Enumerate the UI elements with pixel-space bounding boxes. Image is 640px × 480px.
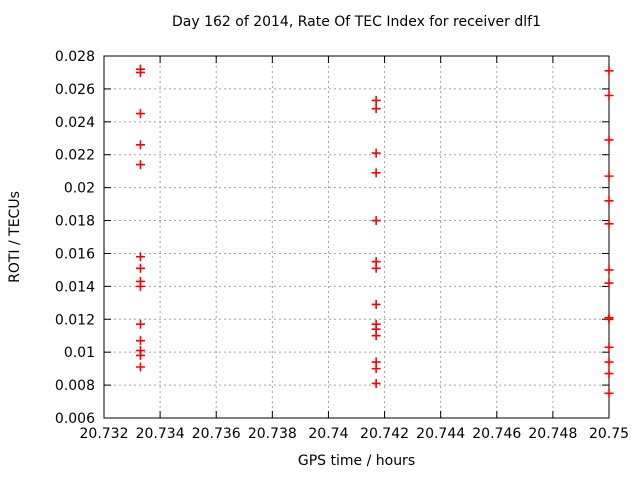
x-tick-label: 20.742 [360, 426, 409, 442]
data-point-marker [604, 314, 614, 324]
data-point-marker [604, 196, 614, 206]
y-tick-label: 0.018 [55, 214, 95, 230]
y-tick-label: 0.02 [64, 181, 95, 197]
x-tick-label: 20.748 [528, 426, 577, 442]
data-point-marker [604, 369, 614, 379]
data-point-marker [604, 66, 614, 76]
y-tick-label: 0.028 [55, 49, 95, 65]
x-tick-label: 20.75 [589, 426, 629, 442]
data-point-marker [135, 140, 145, 150]
data-point-marker [371, 104, 381, 114]
x-tick-label: 20.74 [308, 426, 348, 442]
data-point-marker [371, 95, 381, 105]
data-point-marker [604, 357, 614, 367]
data-point-marker [604, 171, 614, 181]
y-tick-label: 0.008 [55, 378, 95, 394]
y-tick-label: 0.024 [55, 115, 95, 131]
x-axis-label: GPS time / hours [297, 453, 416, 469]
data-point-marker [371, 168, 381, 178]
data-point-marker [135, 362, 145, 372]
data-point-marker [371, 148, 381, 158]
data-point-marker [371, 331, 381, 341]
data-point-marker [371, 378, 381, 388]
y-tick-label: 0.006 [55, 411, 95, 427]
y-tick-label: 0.026 [55, 82, 95, 98]
data-point-marker [371, 364, 381, 374]
data-point-marker [371, 299, 381, 309]
y-tick-label: 0.01 [64, 345, 95, 361]
data-point-marker [135, 336, 145, 346]
data-point-marker [135, 252, 145, 262]
x-tick-label: 20.746 [472, 426, 521, 442]
data-point-marker [135, 281, 145, 291]
y-tick-label: 0.012 [55, 312, 95, 328]
data-point-marker [135, 350, 145, 360]
x-tick-label: 20.738 [248, 426, 297, 442]
data-point-marker [135, 67, 145, 77]
plot-border [103, 55, 610, 419]
x-tick-label: 20.744 [416, 426, 465, 442]
data-point-marker [135, 263, 145, 273]
data-point-marker [604, 135, 614, 145]
data-point-marker [135, 319, 145, 329]
data-point-marker [604, 342, 614, 352]
x-tick-label: 20.736 [192, 426, 241, 442]
data-point-marker [371, 216, 381, 226]
y-tick-label: 0.014 [55, 279, 95, 295]
data-point-marker [371, 263, 381, 273]
data-point-marker [135, 160, 145, 170]
x-tick-label: 20.734 [136, 426, 185, 442]
y-tick-label: 0.016 [55, 246, 95, 262]
data-point-marker [135, 109, 145, 119]
data-point-marker [604, 219, 614, 229]
chart-title: Day 162 of 2014, Rate Of TEC Index for r… [172, 14, 541, 30]
data-point-marker [604, 388, 614, 398]
data-point-marker [604, 278, 614, 288]
data-point-marker [604, 265, 614, 275]
data-point-marker [604, 90, 614, 100]
y-tick-label: 0.022 [55, 148, 95, 164]
x-tick-label: 20.732 [80, 426, 129, 442]
